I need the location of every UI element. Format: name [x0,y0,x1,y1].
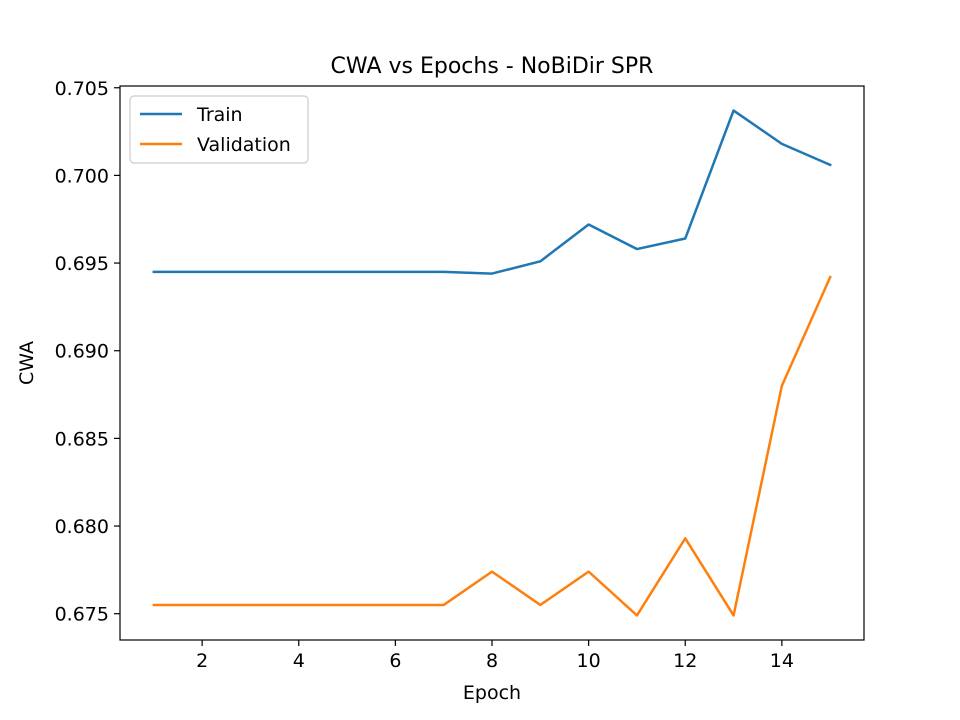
chart-title: CWA vs Epochs - NoBiDir SPR [331,54,654,79]
y-axis-label: CWA [16,341,38,385]
legend-validation-label: Validation [197,134,291,156]
y-tick-label: 0.690 [55,341,109,363]
y-tick-label: 0.680 [55,516,109,538]
x-tick-label: 4 [293,650,305,672]
plot-frame [119,85,865,641]
x-tick-label: 6 [389,650,401,672]
y-tick-label: 0.700 [55,165,109,187]
series-line-validation [152,275,832,617]
x-tick-label: 14 [770,650,794,672]
y-tick-label: 0.705 [55,78,109,100]
x-tick-label: 2 [196,650,208,672]
x-tick-label: 10 [577,650,601,672]
series-line-train [152,109,832,275]
legend: Train Validation [129,95,309,164]
x-axis-ticks: 2 4 6 8 10 12 14 [196,640,794,672]
x-tick-label: 8 [486,650,498,672]
series-lines [152,109,832,617]
x-axis-label: Epoch [463,682,521,704]
x-tick-label: 12 [673,650,697,672]
y-axis-ticks: 0.675 0.680 0.685 0.690 0.695 0.700 0.705 [55,78,120,626]
plot-area [120,86,864,640]
y-tick-label: 0.695 [55,253,109,275]
y-tick-label: 0.685 [55,428,109,450]
legend-train-label: Train [196,104,243,126]
y-tick-label: 0.675 [55,604,109,626]
